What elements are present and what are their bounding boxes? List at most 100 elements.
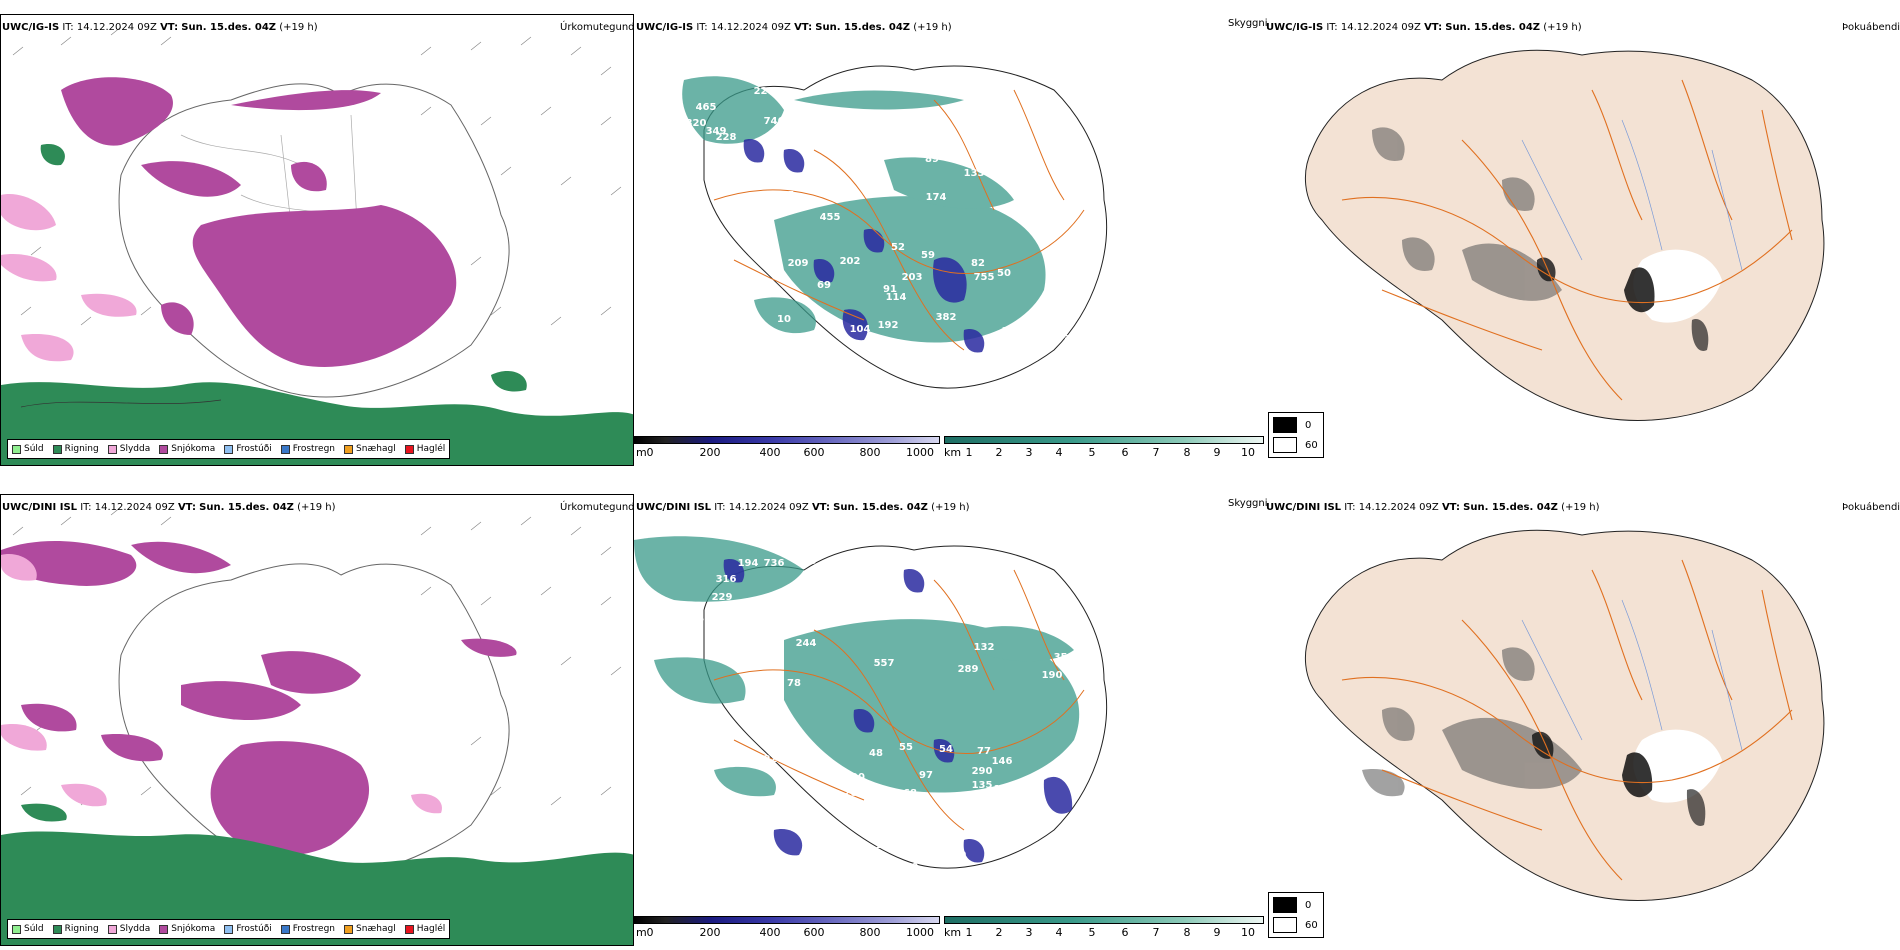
visibility-value-label: 203	[902, 272, 923, 283]
visibility-value-label: 382	[936, 312, 957, 323]
visibility-value-label: 139	[898, 862, 919, 873]
legend-item-haglel: Haglél	[404, 444, 445, 454]
visibility-value-label: 194	[738, 558, 759, 569]
visibility-value-label: 202	[840, 256, 861, 267]
fog-map-top	[1304, 49, 1825, 421]
title-precip-type-top: Úrkomutegund	[560, 22, 635, 33]
fog-legend-top: 0 60	[1268, 412, 1324, 458]
vis-scale-km-top: km 1 2 3 4 5 6 7 8 9 10	[944, 436, 1264, 462]
visibility-value-label: 31	[667, 160, 681, 171]
legend-item-rigning: Rigning	[52, 444, 99, 454]
visibility-value-label: 146	[992, 756, 1013, 767]
visibility-value-label: 86	[903, 888, 917, 899]
precip-type-map-bottom	[1, 506, 633, 945]
visibility-value-label: 78	[787, 678, 801, 689]
visibility-value-label: 90	[851, 772, 865, 783]
title-visibility-bottom: Skyggni	[1228, 498, 1268, 509]
visibility-value-label: 154	[914, 354, 935, 365]
precip-type-panel-top: Súld Rigning Slydda Snjókoma Frostúði Fr…	[0, 14, 634, 466]
visibility-value-label: 89	[925, 154, 939, 165]
visibility-value-label: 244	[796, 638, 817, 649]
legend-item-frostudi: Frostúði	[224, 924, 272, 934]
legend-item-haglel: Haglél	[404, 924, 445, 934]
title-fog-top: Þokuábendi	[1842, 22, 1900, 33]
legend-item-snaehagl: Snæhagl	[344, 444, 396, 454]
visibility-value-label: 146	[994, 784, 1015, 795]
visibility-value-label: 90	[923, 128, 937, 139]
legend-item-sild: Súld	[12, 924, 44, 934]
visibility-value-label: 48	[869, 748, 883, 759]
visibility-value-label: 124	[1094, 142, 1115, 153]
visibility-value-label: 249	[946, 850, 967, 861]
header-precip-top: UWC/IG-IS IT: 14.12.2024 09Z VT: Sun. 15…	[2, 22, 318, 33]
header-fog-bottom: UWC/DINI ISL IT: 14.12.2024 09Z VT: Sun.…	[1266, 502, 1600, 513]
visibility-value-label: 328	[1002, 326, 1023, 337]
precip-legend-top: Súld Rigning Slydda Snjókoma Frostúði Fr…	[7, 439, 451, 459]
visibility-value-label: 207	[908, 808, 929, 819]
visibility-labels-bottom: 215 194 736 610 316 229 105 244 78 557 132 289 358 19…	[666, 540, 1161, 903]
visibility-value-label: 465	[696, 102, 717, 113]
visibility-value-label: 228	[716, 132, 737, 143]
legend-item-snaehagl: Snæhagl	[344, 924, 396, 934]
visibility-value-label: 480	[1122, 160, 1143, 171]
visibility-value-label: 320	[686, 118, 707, 129]
title-precip-type-bottom: Úrkomutegund	[560, 502, 635, 513]
visibility-value-label: 581	[788, 336, 809, 347]
visibility-value-label: 87	[911, 370, 925, 381]
vis-scale-m-top: m 0 200 400 600 800 1000	[634, 436, 940, 462]
visibility-value-label: 104	[850, 324, 871, 335]
vis-scale-km-bottom: km 1 2 3 4 5 6 7 8 9 10	[944, 916, 1264, 942]
visibility-value-label: 201	[970, 808, 991, 819]
visibility-value-label: 55	[899, 742, 913, 753]
visibility-value-label: 195	[862, 854, 883, 865]
header-precip-bottom: UWC/DINI ISL IT: 14.12.2024 09Z VT: Sun.…	[2, 502, 336, 513]
visibility-value-label: 736	[764, 558, 785, 569]
visibility-value-label: 33	[1063, 334, 1077, 345]
legend-item-rigning: Rigning	[52, 924, 99, 934]
visibility-value-label: 316	[716, 574, 737, 585]
visibility-value-label: 127	[666, 786, 687, 797]
visibility-value-label: 91	[883, 284, 897, 295]
visibility-value-label: 349	[706, 126, 727, 137]
visibility-value-label: 215	[776, 540, 797, 551]
visibility-value-label: 68	[903, 788, 917, 799]
visibility-value-label: 112	[876, 840, 897, 851]
visibility-value-label: 174	[926, 192, 947, 203]
visibility-value-label: 105	[774, 190, 795, 201]
visibility-value-label: 26	[1059, 844, 1073, 855]
visibility-value-label: 746	[764, 116, 785, 127]
visibility-value-label: 148	[752, 234, 773, 245]
visibility-value-label: 192	[878, 320, 899, 331]
visibility-value-label: 455	[820, 212, 841, 223]
visibility-value-label: 54	[939, 744, 953, 755]
visibility-value-label: 755	[974, 272, 995, 283]
visibility-value-label: 220	[754, 86, 775, 97]
visibility-value-label: 72	[893, 384, 907, 395]
visibility-value-label: 135	[972, 780, 993, 791]
visibility-value-label: 60	[919, 392, 933, 403]
visibility-panel-bottom: 215 194 736 610 316 229 105 244 78 557 132 289 358 19…	[634, 510, 1254, 950]
fog-panel-bottom	[1262, 510, 1900, 950]
legend-item-slydda: Slydda	[107, 924, 150, 934]
visibility-value-label: 94	[787, 858, 801, 869]
visibility-value-label: 229	[712, 592, 733, 603]
visibility-value-label: 290	[972, 766, 993, 777]
visibility-value-label: 114	[886, 292, 907, 303]
visibility-value-label: 52	[891, 242, 905, 253]
visibility-value-label: 73	[777, 732, 791, 743]
visibility-map-bottom: 215 194 736 610 316 229 105 244 78 557 132 289 358 19…	[634, 536, 1161, 903]
visibility-value-label: 190	[1042, 670, 1063, 681]
legend-item-slydda: Slydda	[107, 444, 150, 454]
header-visibility-bottom: UWC/DINI ISL IT: 14.12.2024 09Z VT: Sun.…	[636, 502, 970, 513]
legend-item-frostudi: Frostúði	[224, 444, 272, 454]
visibility-value-label: 209	[788, 258, 809, 269]
visibility-value-label: 228	[764, 754, 785, 765]
visibility-value-label: 71	[707, 786, 721, 797]
fog-map-bottom	[1304, 529, 1825, 901]
legend-item-snjokoma: Snjókoma	[159, 444, 215, 454]
visibility-value-label: 97	[919, 770, 933, 781]
visibility-value-label: 748	[1140, 638, 1161, 649]
header-visibility-top: UWC/IG-IS IT: 14.12.2024 09Z VT: Sun. 15…	[636, 22, 952, 33]
